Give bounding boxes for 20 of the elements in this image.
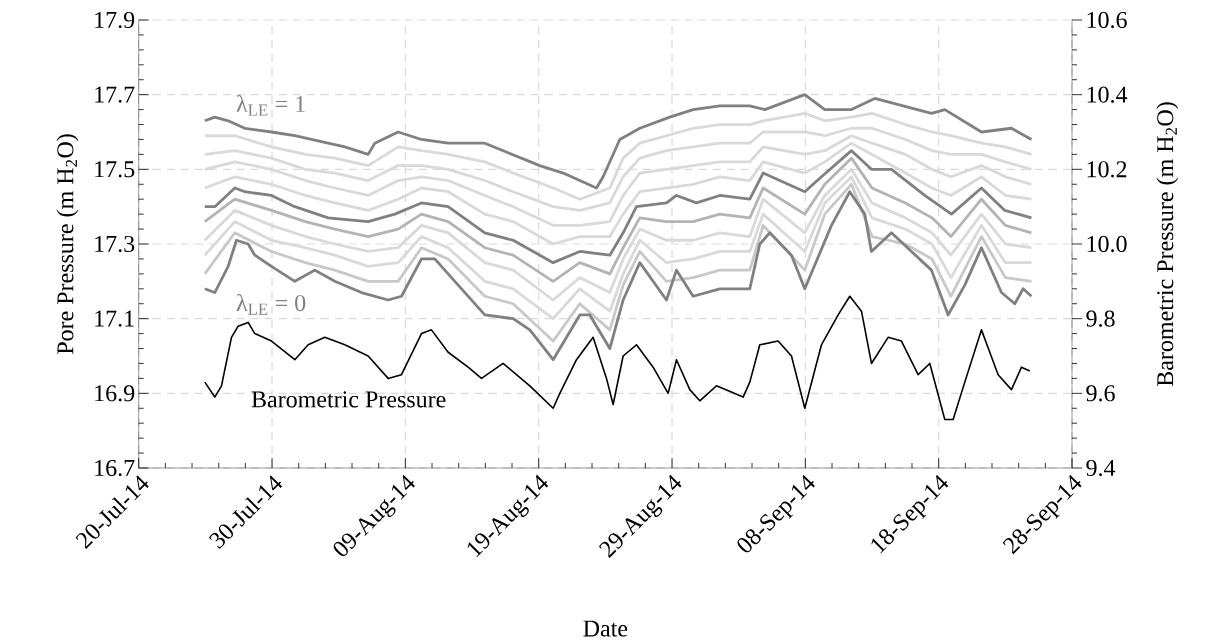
y-tick-label: 17.3 — [95, 235, 135, 253]
y-tick-label: 17.5 — [95, 161, 135, 178]
y2-tick-label: 9.8 — [1086, 310, 1115, 327]
y-axis-title: Pore Pressure (m H$_{2}$O) — [56, 134, 79, 355]
y2-tick-label: 10.2 — [1087, 161, 1127, 178]
y-tick-label: 16.7 — [95, 459, 135, 477]
y2-tick-label: 9.4 — [1086, 459, 1116, 477]
y2-tick-label: 10.0 — [1087, 235, 1127, 253]
y2-tick-label: 9.6 — [1086, 385, 1115, 402]
series-label: λ$_{LE}$ = 0 — [236, 294, 306, 315]
series-label: λ$_{LE}$ = 1 — [236, 94, 305, 116]
y-tick-label: 17.7 — [95, 86, 135, 103]
y-tick-label: 17.9 — [95, 11, 135, 29]
y2-tick-label: 10.6 — [1087, 11, 1127, 29]
y-tick-label: 16.9 — [95, 385, 135, 402]
x-axis-title: Date — [583, 620, 628, 637]
y2-tick-label: 10.4 — [1087, 86, 1128, 103]
series-label: Barometric Pressure — [251, 391, 446, 408]
y-tick-label: 17.1 — [95, 310, 134, 327]
y2-axis-title: Barometric Pressure (m H$_{2}$O) — [1156, 102, 1179, 387]
